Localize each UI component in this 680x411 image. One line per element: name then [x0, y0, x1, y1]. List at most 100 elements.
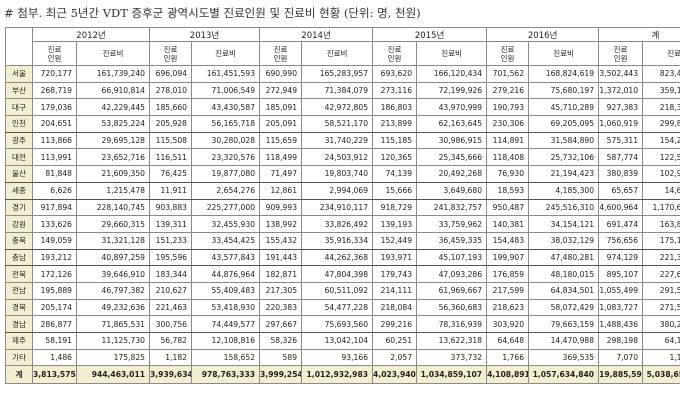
patients-cell: 298,198 [598, 332, 644, 350]
cost-cell: 62,163,645 [416, 115, 488, 133]
table-row: 경남 286,877 71,865,531 300,756 74,449,577 297,… [5, 315, 680, 333]
patients-cell: 380,839 [598, 165, 644, 183]
patients-cell: 11,911 [149, 181, 193, 200]
patients-cell: 3,502,443 [598, 65, 644, 83]
cost-cell: 944,463,011 [75, 365, 151, 385]
cost-cell: 49,232,636 [75, 298, 151, 317]
cost-cell: 29,695,128 [75, 131, 151, 150]
patients-cell: 4,600,964 [598, 198, 644, 217]
patients-cell: 183,344 [149, 265, 193, 283]
patients-cell: 176,859 [486, 265, 530, 283]
patients-cell: 903,883 [149, 198, 193, 217]
sub-header-cost: 진료비 [301, 41, 374, 66]
cost-cell: 14,698,303 [642, 181, 680, 200]
patients-cell: 193,212 [32, 248, 77, 267]
region-cell: 충남 [5, 248, 33, 267]
patients-cell: 895,107 [598, 265, 644, 283]
cost-cell: 2,654,276 [191, 181, 261, 200]
region-cell: 기타 [5, 348, 33, 367]
patients-cell: 172,126 [32, 265, 77, 283]
year-header: 2015년 [372, 27, 488, 42]
patients-cell: 575,311 [598, 131, 644, 150]
cost-cell: 1,057,634,840 [528, 365, 600, 385]
cost-cell: 299,880,852 [642, 115, 680, 133]
corner-cell [5, 27, 33, 66]
cost-cell: 54,477,228 [301, 298, 374, 317]
cost-cell: 31,321,128 [75, 231, 151, 250]
patients-cell: 19,885,594 [598, 365, 644, 385]
patients-cell: 218,084 [372, 298, 418, 317]
cost-cell: 44,876,964 [191, 265, 261, 283]
patients-cell: 182,871 [259, 265, 303, 283]
patients-cell: 221,463 [149, 298, 193, 317]
patients-cell: 139,193 [372, 215, 418, 233]
sub-header-patients: 진료 인원 [486, 41, 530, 66]
table-row: 전남 195,889 46,797,382 210,627 55,409,483 217,… [5, 281, 680, 300]
patients-cell: 205,091 [259, 115, 303, 133]
patients-cell: 696,094 [149, 65, 193, 83]
patients-cell: 149,059 [32, 231, 77, 250]
cost-cell: 30,986,915 [416, 131, 488, 150]
cost-cell: 218,314,125 [642, 98, 680, 117]
table-row: 경기 917,894 228,140,745 903,883 225,277,000 90… [5, 198, 680, 217]
region-cell: 계 [5, 365, 33, 385]
patients-cell: 589 [259, 348, 303, 367]
region-cell: 강원 [5, 215, 33, 233]
patients-cell: 701,562 [486, 65, 530, 83]
cost-cell: 13,042,104 [301, 332, 374, 350]
patients-cell: 587,774 [598, 148, 644, 167]
patients-cell: 58,326 [259, 332, 303, 350]
cost-cell: 29,660,315 [75, 215, 151, 233]
patients-cell: 81,848 [32, 165, 77, 183]
patients-cell: 151,233 [149, 231, 193, 250]
patients-cell: 690,990 [259, 65, 303, 83]
cost-cell: 33,759,962 [416, 215, 488, 233]
table-row: 제주 58,191 11,125,730 56,782 12,108,816 58,326… [5, 332, 680, 350]
sub-header-patients: 진료 인원 [259, 41, 303, 66]
patients-cell: 286,877 [32, 315, 77, 333]
cost-cell: 64,834,501 [528, 281, 600, 300]
patients-cell: 76,930 [486, 165, 530, 183]
cost-cell: 19,803,740 [301, 165, 374, 183]
patients-cell: 2,057 [372, 348, 418, 367]
cost-cell: 58,521,170 [301, 115, 374, 133]
cost-cell: 11,125,730 [75, 332, 151, 350]
cost-cell: 34,154,121 [528, 215, 600, 233]
table-row: 대구 179,036 42,229,445 185,660 43,430,587 185,… [5, 98, 680, 117]
patients-cell: 1,055,499 [598, 281, 644, 300]
region-cell: 경남 [5, 315, 33, 333]
patients-cell: 113,866 [32, 131, 77, 150]
cost-cell: 32,455,930 [191, 215, 261, 233]
cost-table: 2012년 2013년 2014년 2015년 2016년 계 진료 인원 진료비… [5, 27, 680, 385]
patients-cell: 115,185 [372, 131, 418, 150]
cost-cell: 33,454,425 [191, 231, 261, 250]
table-row: 대전 113,991 23,652,716 116,511 23,320,576 118,… [5, 148, 680, 167]
table-row: 부산 268,719 66,910,814 278,010 71,006,549 272,… [5, 81, 680, 100]
cost-cell: 24,503,912 [301, 148, 374, 167]
cost-cell: 45,710,289 [528, 98, 600, 117]
sub-header-cost: 진료비 [642, 41, 680, 66]
cost-cell: 221,324,944 [642, 248, 680, 267]
sub-header-patients: 진료 인원 [372, 41, 418, 66]
region-cell: 울산 [5, 165, 33, 183]
cost-cell: 241,832,757 [416, 198, 488, 217]
table-row: 서울 720,177 161,739,240 696,094 161,451,593 69… [5, 65, 680, 83]
patients-cell: 927,383 [598, 98, 644, 117]
patients-cell: 152,449 [372, 231, 418, 250]
patients-cell: 195,889 [32, 281, 77, 300]
patients-cell: 115,659 [259, 131, 303, 150]
cost-cell: 44,262,368 [301, 248, 374, 267]
cost-cell: 12,108,816 [191, 332, 261, 350]
year-header: 2013년 [149, 27, 261, 42]
cost-cell: 234,910,117 [301, 198, 374, 217]
patients-cell: 1,766 [486, 348, 530, 367]
cost-cell: 163,856,820 [642, 215, 680, 233]
patients-cell: 58,191 [32, 332, 77, 350]
patients-cell: 12,861 [259, 181, 303, 200]
cost-cell: 3,649,680 [416, 181, 488, 200]
patients-cell: 120,365 [372, 148, 418, 167]
cost-cell: 154,289,190 [642, 131, 680, 150]
region-cell: 세종 [5, 181, 33, 200]
cost-cell: 19,877,080 [191, 165, 261, 183]
cost-cell: 43,430,587 [191, 98, 261, 117]
